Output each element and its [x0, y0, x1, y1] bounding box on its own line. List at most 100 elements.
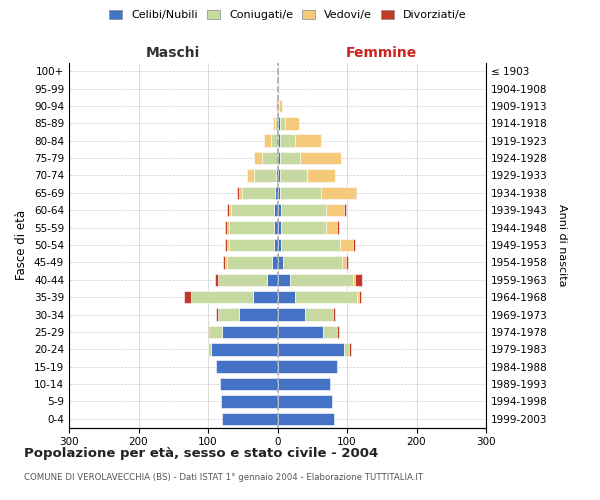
Bar [229, 238, 274, 252]
Bar [211, 343, 277, 355]
Bar [277, 378, 329, 390]
Bar [215, 274, 218, 286]
Bar [254, 169, 276, 181]
Bar [358, 291, 359, 304]
Bar [333, 308, 335, 321]
Bar [227, 256, 272, 268]
Bar [277, 222, 281, 234]
Bar [184, 291, 191, 304]
Bar [290, 274, 353, 286]
Bar [253, 291, 277, 304]
Bar [226, 238, 227, 252]
Bar [277, 308, 305, 321]
Bar [340, 238, 353, 252]
Bar [229, 204, 231, 216]
Bar [227, 204, 229, 216]
Bar [272, 117, 275, 130]
Bar [280, 134, 295, 147]
Bar [283, 256, 342, 268]
Bar [277, 152, 280, 164]
Y-axis label: Anni di nascita: Anni di nascita [557, 204, 567, 286]
Bar [226, 222, 227, 234]
Bar [295, 134, 321, 147]
Bar [237, 186, 239, 199]
Bar [229, 222, 274, 234]
Bar [231, 204, 274, 216]
Bar [220, 378, 277, 390]
Bar [285, 117, 299, 130]
Bar [301, 152, 341, 164]
Bar [280, 152, 301, 164]
Bar [344, 343, 349, 355]
Bar [218, 308, 239, 321]
Bar [321, 186, 355, 199]
Bar [217, 360, 277, 373]
Text: Popolazione per età, sesso e stato civile - 2004: Popolazione per età, sesso e stato civil… [24, 448, 378, 460]
Bar [326, 204, 344, 216]
Bar [227, 238, 229, 252]
Bar [344, 204, 346, 216]
Bar [254, 152, 262, 164]
Bar [217, 308, 218, 321]
Bar [349, 343, 351, 355]
Bar [305, 308, 333, 321]
Bar [226, 256, 227, 268]
Bar [239, 186, 242, 199]
Bar [359, 291, 361, 304]
Bar [280, 169, 307, 181]
Bar [239, 308, 277, 321]
Bar [276, 100, 277, 112]
Bar [274, 204, 277, 216]
Bar [242, 186, 275, 199]
Bar [208, 343, 211, 355]
Bar [191, 291, 253, 304]
Bar [218, 274, 267, 286]
Bar [279, 100, 283, 112]
Bar [277, 395, 332, 407]
Bar [274, 238, 277, 252]
Bar [353, 238, 355, 252]
Bar [277, 134, 280, 147]
Bar [263, 134, 271, 147]
Bar [342, 256, 346, 268]
Bar [355, 274, 362, 286]
Bar [323, 326, 337, 338]
Bar [307, 169, 335, 181]
Text: COMUNE DI VEROLAVECCHIA (BS) - Dati ISTAT 1° gennaio 2004 - Elaborazione TUTTITA: COMUNE DI VEROLAVECCHIA (BS) - Dati ISTA… [24, 472, 423, 482]
Bar [277, 117, 280, 130]
Bar [271, 134, 277, 147]
Bar [281, 222, 326, 234]
Bar [275, 186, 277, 199]
Bar [280, 117, 285, 130]
Legend: Celibi/Nubili, Coniugati/e, Vedovi/e, Divorziati/e: Celibi/Nubili, Coniugati/e, Vedovi/e, Di… [105, 6, 471, 25]
Bar [277, 82, 279, 95]
Bar [276, 169, 277, 181]
Bar [209, 326, 222, 338]
Bar [223, 256, 226, 268]
Bar [277, 412, 334, 425]
Bar [227, 222, 229, 234]
Bar [221, 395, 277, 407]
Bar [222, 412, 277, 425]
Bar [277, 360, 337, 373]
Text: Maschi: Maschi [146, 46, 200, 60]
Bar [272, 256, 277, 268]
Bar [277, 186, 280, 199]
Bar [277, 169, 280, 181]
Bar [247, 169, 254, 181]
Bar [337, 222, 338, 234]
Bar [274, 222, 277, 234]
Bar [208, 326, 209, 338]
Bar [346, 256, 347, 268]
Bar [277, 100, 279, 112]
Bar [277, 204, 281, 216]
Bar [326, 222, 337, 234]
Bar [277, 291, 295, 304]
Bar [275, 117, 277, 130]
Bar [281, 204, 326, 216]
Bar [337, 326, 338, 338]
Bar [353, 274, 355, 286]
Y-axis label: Fasce di età: Fasce di età [16, 210, 28, 280]
Bar [295, 291, 358, 304]
Bar [267, 274, 277, 286]
